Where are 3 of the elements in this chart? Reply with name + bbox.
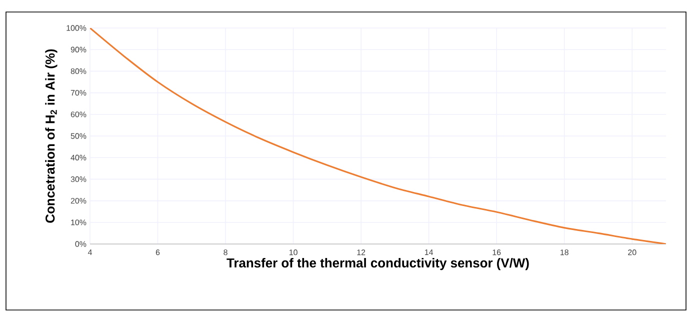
y-axis-title: Concetration of H$_{2}$ in Air (%) bbox=[45, 49, 58, 223]
line-series bbox=[90, 28, 666, 244]
x-axis-title: Transfer of the thermal conductivity sensor (V/W) bbox=[226, 258, 529, 270]
